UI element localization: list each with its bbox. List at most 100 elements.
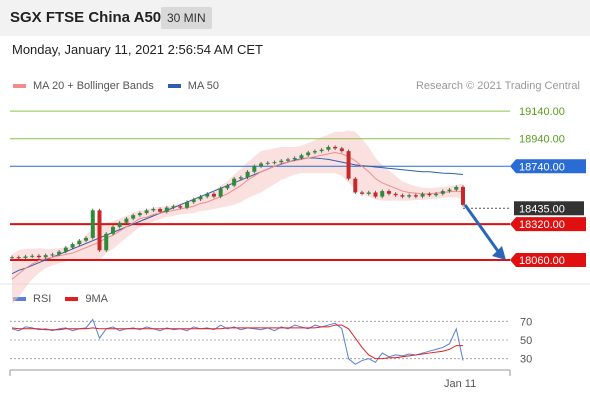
level-box-pivot — [510, 159, 586, 174]
candle-body — [326, 146, 331, 150]
ma50-swatch — [167, 84, 181, 88]
candle-body — [30, 255, 35, 257]
candle-body — [265, 162, 270, 164]
candle-body — [43, 255, 48, 258]
candle-body — [454, 186, 459, 190]
candle-body — [144, 210, 149, 214]
candle-body — [232, 178, 237, 186]
candle-body — [333, 146, 338, 149]
candle-body — [97, 210, 102, 251]
candle-body — [299, 155, 304, 158]
header-bar — [0, 0, 590, 36]
candle-body — [211, 193, 216, 197]
legend-label-9ma: 9MA — [85, 293, 108, 305]
candle-body — [84, 237, 89, 241]
candle-body — [151, 208, 156, 211]
candle-body — [279, 160, 284, 163]
rsi-tick-label: 30 — [520, 354, 532, 366]
candle-body — [373, 192, 378, 197]
rsi-legend: RSI 9MA — [13, 293, 122, 305]
candle-body — [36, 255, 41, 258]
ma20-line — [11, 151, 464, 280]
candle-body — [225, 185, 230, 189]
forecast-arrow-head — [492, 245, 506, 260]
level-label-support: 18320.00 — [519, 219, 565, 231]
candle-body — [57, 251, 62, 255]
candle-body — [440, 191, 445, 194]
candle-body — [131, 215, 136, 219]
candle-body — [191, 199, 196, 203]
candle-body — [90, 210, 95, 238]
candle-body — [386, 191, 391, 194]
rsi-tick-label: 70 — [520, 316, 532, 328]
level-label-pivot: 18740.00 — [519, 161, 565, 173]
instrument-title: SGX FTSE China A50 — [10, 9, 162, 26]
candle-body — [407, 195, 412, 197]
forecast-arrow-shaft — [463, 203, 502, 255]
candle-body — [447, 189, 452, 192]
candle-body — [63, 247, 68, 252]
candle-body — [339, 148, 344, 152]
level-box-support — [510, 217, 586, 232]
candle-body — [400, 195, 405, 197]
candle-body — [312, 151, 317, 153]
last-price-box — [514, 201, 584, 216]
candle-body — [427, 193, 432, 196]
legend-item-ma50: MA 50 — [167, 80, 219, 92]
level-label-target: 19140.00 — [519, 106, 565, 118]
candle-body — [104, 233, 109, 251]
candle-body — [198, 196, 203, 200]
credit-text: Research © 2021 Trading Central — [415, 80, 580, 92]
candle-body — [23, 256, 28, 258]
candle-body — [285, 159, 290, 161]
candle-body — [164, 207, 169, 212]
rsi-swatch — [13, 297, 26, 301]
interval-badge[interactable]: 30 MIN — [161, 7, 212, 29]
legend-label-ma50: MA 50 — [187, 80, 219, 92]
candle-body — [245, 171, 250, 178]
level-label-target: 18940.00 — [519, 134, 565, 146]
candle-body — [218, 188, 223, 197]
candle-body — [70, 244, 75, 248]
candle-body — [124, 218, 129, 223]
candle-body — [158, 208, 163, 212]
candle-body — [319, 149, 324, 152]
candle-body — [393, 193, 398, 196]
candle-body — [366, 192, 371, 194]
candle-body — [110, 226, 115, 234]
candle-body — [306, 152, 311, 156]
candle-body — [171, 206, 176, 208]
candle-body — [461, 186, 465, 205]
level-box-support — [510, 252, 586, 267]
candle-body — [353, 178, 358, 193]
rsi-tick-label: 50 — [520, 335, 532, 347]
candle-body — [434, 193, 439, 196]
ma9-swatch — [65, 297, 79, 301]
candle-body — [16, 257, 21, 259]
candle-body — [238, 177, 243, 179]
candle-body — [117, 222, 122, 227]
candle-body — [380, 191, 385, 197]
price-legend: MA 20 + Bollinger Bands MA 50 — [13, 80, 233, 92]
candle-body — [420, 193, 425, 197]
level-label-support: 18060.00 — [519, 255, 565, 267]
ma50-line — [11, 157, 464, 275]
candle-body — [292, 158, 297, 160]
candle-body — [137, 213, 142, 216]
datetime-label: Monday, January 11, 2021 2:56:54 AM CET — [12, 42, 263, 57]
candle-body — [346, 151, 351, 179]
candle-body — [205, 193, 210, 197]
candle-body — [272, 162, 277, 164]
candle-body — [413, 195, 418, 197]
candle-body — [10, 257, 14, 259]
x-tick-label: Jan 11 — [444, 378, 476, 390]
candle-body — [360, 192, 365, 194]
candle-body — [178, 206, 183, 208]
candle-body — [185, 202, 190, 208]
legend-label-ma20: MA 20 + Bollinger Bands — [33, 80, 154, 92]
ma20-swatch — [13, 84, 26, 88]
candle-body — [252, 166, 257, 172]
candle-body — [259, 163, 264, 167]
last-price-label: 18435.00 — [519, 203, 565, 215]
legend-item-ma20: MA 20 + Bollinger Bands — [13, 80, 154, 92]
